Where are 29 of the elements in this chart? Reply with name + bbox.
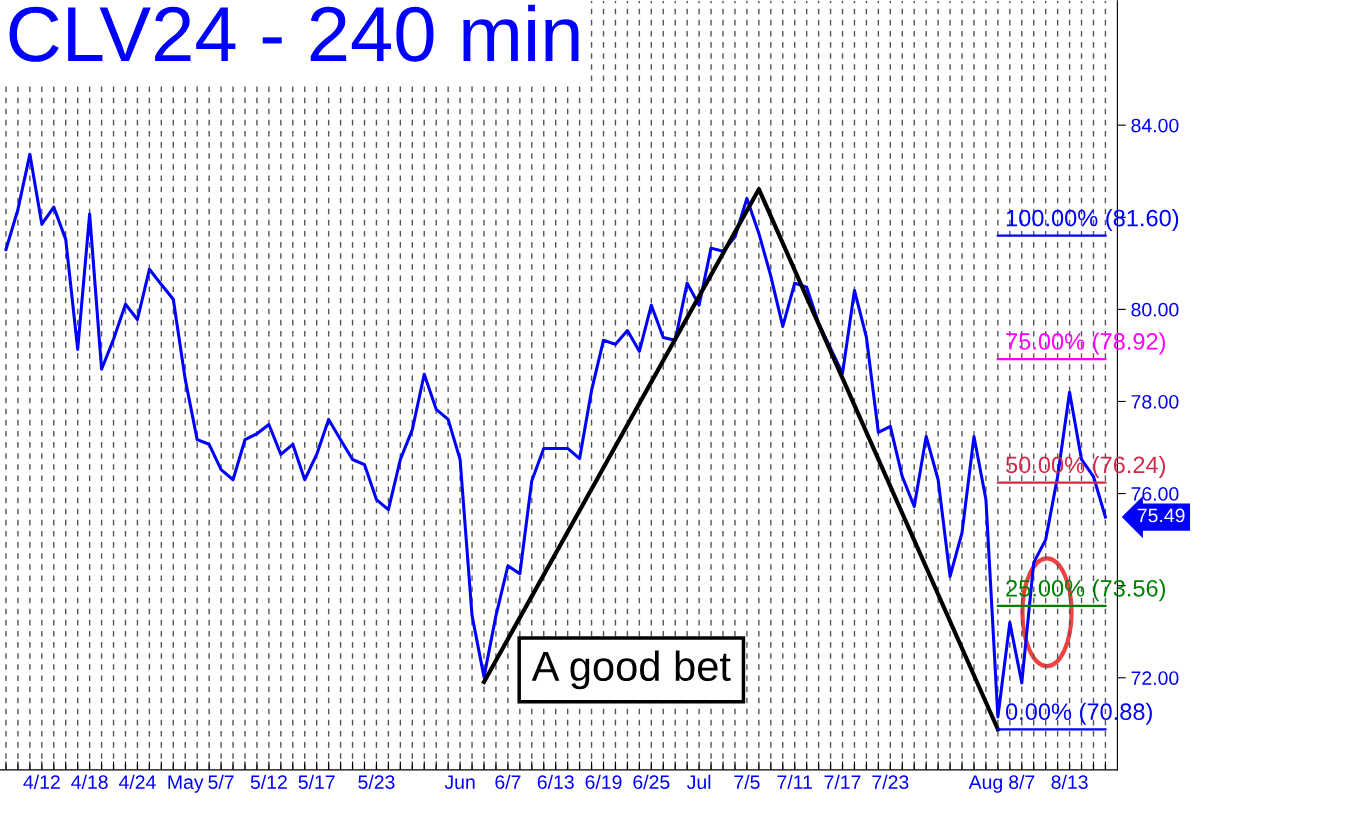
- chart-title: CLV24 - 240 min: [9, 4, 579, 62]
- x-tick-label: 7/11: [777, 774, 812, 790]
- x-tick-label: 8/13: [1051, 774, 1088, 790]
- x-tick-label: 4/18: [71, 774, 108, 790]
- x-tick-label: 8/7: [1009, 774, 1035, 790]
- y-tick-label: 80.00: [1131, 302, 1179, 317]
- x-tick-label: Aug: [968, 775, 1002, 793]
- annotation: A good bet: [531, 650, 731, 690]
- x-tick-label: 4/12: [23, 774, 60, 790]
- x-tick-label: Jun: [444, 775, 475, 790]
- y-tick-label: 76.00: [1131, 487, 1179, 501]
- x-tick-label: 6/25: [633, 774, 670, 790]
- x-tick-label: 5/12: [250, 774, 287, 790]
- x-tick-label: 4/24: [118, 774, 156, 790]
- y-tick-label: 78.00: [1131, 394, 1179, 409]
- x-tick-label: 5/23: [358, 774, 395, 790]
- x-tick-label: 6/13: [537, 774, 574, 790]
- text: 75.49: [1137, 508, 1185, 523]
- x-tick-label: 5/17: [298, 774, 335, 790]
- y-tick-label: 84.00: [1131, 118, 1179, 133]
- x-tick-label: 7/23: [872, 774, 909, 790]
- x-tick-label: May: [168, 775, 204, 793]
- x-tick-label: 6/7: [495, 774, 521, 790]
- x-tick-label: Jul: [686, 774, 711, 790]
- x-tick-label: 5/7: [208, 774, 234, 790]
- x-tick-label: 6/19: [585, 774, 622, 790]
- x-tick-label: 7/17: [824, 774, 861, 790]
- x-tick-label: 7/5: [734, 774, 760, 790]
- y-tick-label: 72.00: [1131, 671, 1179, 686]
